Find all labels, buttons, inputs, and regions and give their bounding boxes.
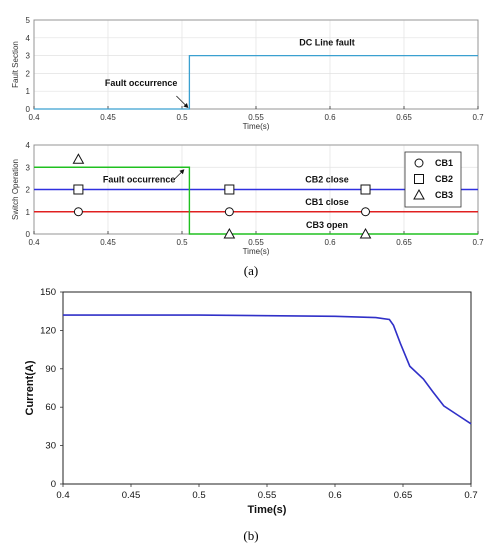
arrow-head [183, 103, 189, 108]
x-tick-label: 0.4 [56, 490, 69, 501]
x-tick-label: 0.7 [472, 238, 484, 247]
y-tick-label: 0 [51, 479, 56, 490]
x-tick-label: 0.5 [176, 113, 188, 122]
legend-marker-cb2 [414, 174, 424, 184]
y-tick-label: 2 [26, 186, 31, 195]
series-line-0 [34, 54, 478, 110]
marker-cb1 [224, 207, 234, 217]
y-tick-label: 1 [26, 208, 31, 217]
marker-cb3 [72, 153, 85, 164]
legend-label-cb1: CB1 [435, 158, 453, 168]
y-tick-label: 3 [26, 163, 31, 172]
plot-frame [62, 291, 472, 485]
marker-cb2 [224, 184, 235, 195]
x-tick-label: 0.6 [324, 113, 336, 122]
x-tick-label: 0.4 [28, 113, 40, 122]
x-tick-label: 0.45 [122, 490, 141, 501]
x-tick-label: 0.45 [100, 113, 116, 122]
annotation-fault-occurrence: Fault occurrence [103, 174, 176, 184]
y-tick-label: 120 [40, 325, 56, 336]
annotation-fault-occurrence: Fault occurrence [105, 78, 178, 88]
marker-cb2 [360, 184, 371, 195]
y-axis-label: Fault Section [11, 41, 20, 88]
y-tick-label: 0 [26, 230, 31, 239]
y-tick-label: 4 [26, 141, 31, 150]
current-plot: 0.4 0.45 0.5 0.55 0.6 0.65 0.7 0 30 60 90 120 150 Tim… [24, 287, 478, 516]
series-line-cb3 [34, 166, 478, 235]
y-axis-label: Switch Operation [11, 159, 20, 220]
y-tick-label: 60 [45, 402, 56, 413]
annotation-cb1-close: CB1 close [305, 197, 349, 207]
legend-marker-cb3 [413, 188, 425, 200]
arrow-head [179, 169, 185, 175]
switch-operation-plot: 0.4 0.45 0.5 0.55 0.6 0.65 0.7 0 1 2 3 4 Time(s) Swit… [11, 141, 484, 256]
x-tick-label: 0.65 [394, 490, 413, 501]
legend-label-cb3: CB3 [435, 190, 453, 200]
annotation-cb2-close: CB2 close [305, 175, 349, 185]
y-tick-label: 2 [26, 69, 31, 78]
x-axis-label: Time(s) [248, 504, 287, 516]
y-tick-label: 150 [40, 287, 56, 298]
x-axis-label: Time(s) [243, 122, 270, 131]
y-tick-label: 3 [26, 52, 31, 61]
x-tick-label: 0.55 [258, 490, 277, 501]
x-axis-label: Time(s) [243, 247, 270, 256]
legend-marker-cb1 [414, 158, 424, 168]
legend: CB1 CB2 CB3 [404, 151, 462, 208]
x-tick-label: 0.6 [324, 238, 336, 247]
marker-cb1 [73, 207, 83, 217]
caption-a: (a) [244, 263, 258, 278]
x-tick-label: 0.65 [396, 238, 412, 247]
x-tick-label: 0.55 [248, 113, 264, 122]
y-tick-label: 0 [26, 105, 31, 114]
x-tick-label: 0.6 [328, 490, 341, 501]
x-tick-label: 0.5 [192, 490, 205, 501]
y-tick-label: 30 [45, 441, 56, 452]
x-tick-label: 0.4 [28, 238, 40, 247]
x-tick-label: 0.7 [464, 490, 477, 501]
marker-cb3 [223, 227, 236, 239]
fault-section-plot: 0.4 0.45 0.5 0.55 0.6 0.65 0.7 0 1 2 3 4 5 Time(s) Fau… [11, 16, 484, 131]
x-tick-label: 0.5 [176, 238, 188, 247]
caption-b: (b) [243, 528, 258, 543]
x-tick-label: 0.65 [396, 113, 412, 122]
y-tick-label: 4 [26, 34, 31, 43]
x-tick-label: 0.45 [100, 238, 116, 247]
x-tick-label: 0.55 [248, 238, 264, 247]
marker-cb3 [359, 227, 372, 239]
y-tick-label: 1 [26, 87, 31, 96]
marker-cb2 [73, 184, 84, 195]
legend-label-cb2: CB2 [435, 174, 453, 184]
x-tick-label: 0.7 [472, 113, 484, 122]
annotation-dc-line-fault: DC Line fault [299, 38, 355, 48]
y-axis-label: Current(A) [24, 360, 36, 415]
marker-cb1 [361, 207, 371, 217]
y-tick-label: 5 [26, 16, 31, 25]
series-line-0 [63, 314, 472, 425]
annotation-cb3-open: CB3 open [306, 220, 348, 230]
y-tick-label: 90 [45, 364, 56, 375]
